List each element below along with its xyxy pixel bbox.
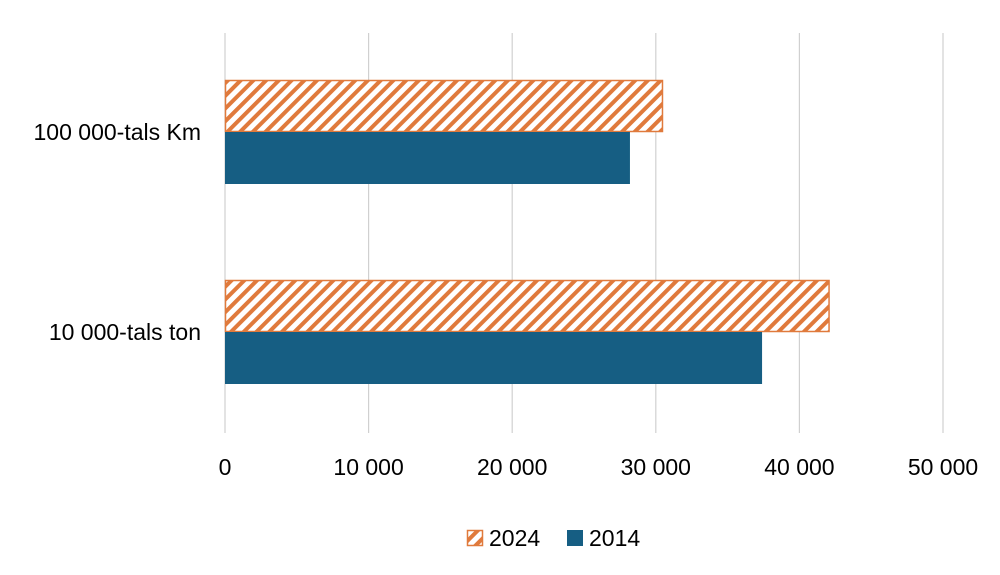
legend-swatch-2024 <box>466 529 484 547</box>
legend: 2024 2014 <box>466 525 640 551</box>
x-tick-label: 40 000 <box>764 454 834 480</box>
legend-label-2024: 2024 <box>489 525 540 551</box>
x-tick-label: 20 000 <box>477 454 547 480</box>
x-tick-label: 10 000 <box>333 454 403 480</box>
x-tick-label: 30 000 <box>621 454 691 480</box>
category-label: 100 000-tals Km <box>34 119 201 145</box>
legend-label-2014: 2014 <box>589 525 640 551</box>
bar-2024-0 <box>224 79 664 133</box>
axis-labels: 0 10 000 20 000 30 000 40 000 50 000 100 000-t… <box>34 119 979 480</box>
bar-2014-1 <box>225 332 763 384</box>
x-tick-label: 0 <box>219 454 232 480</box>
category-label: 10 000-tals ton <box>49 319 201 345</box>
bar-2024-1 <box>224 279 830 333</box>
legend-swatch-2014 <box>567 530 583 546</box>
bars <box>224 79 830 384</box>
bar-2014-0 <box>225 132 630 184</box>
x-tick-label: 50 000 <box>908 454 978 480</box>
